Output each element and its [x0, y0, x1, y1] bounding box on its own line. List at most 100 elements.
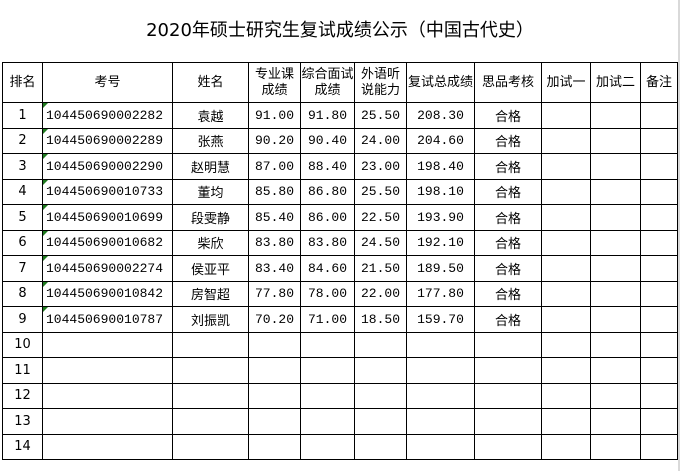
cell-moral[interactable]: 合格 [474, 127, 542, 154]
cell-interview[interactable] [300, 357, 355, 384]
cell-language[interactable]: 22.00 [354, 280, 407, 307]
cell-major[interactable]: 85.40 [248, 204, 301, 231]
cell-rank[interactable]: 11 [2, 357, 43, 384]
cell-rank[interactable]: 2 [2, 127, 43, 154]
cell-major[interactable]: 70.20 [248, 306, 301, 333]
cell-moral[interactable]: 合格 [474, 229, 542, 256]
cell-extra2[interactable] [590, 280, 641, 307]
cell-major[interactable] [248, 331, 301, 358]
cell-name[interactable] [172, 357, 249, 384]
cell-language[interactable]: 25.50 [354, 178, 407, 205]
cell-major[interactable] [248, 357, 301, 384]
cell-interview[interactable] [300, 433, 355, 460]
cell-total[interactable] [406, 357, 475, 384]
cell-major[interactable] [248, 408, 301, 435]
cell-moral[interactable] [474, 408, 542, 435]
cell-language[interactable]: 21.50 [354, 255, 407, 282]
cell-moral[interactable]: 合格 [474, 255, 542, 282]
cell-total[interactable]: 159.70 [406, 306, 475, 333]
cell-extra2[interactable] [590, 306, 641, 333]
cell-major[interactable]: 77.80 [248, 280, 301, 307]
cell-major[interactable] [248, 382, 301, 409]
column-header-total[interactable]: 复试总成绩 [406, 62, 475, 103]
cell-extra2[interactable] [590, 255, 641, 282]
cell-total[interactable]: 189.50 [406, 255, 475, 282]
cell-extra1[interactable] [541, 382, 591, 409]
cell-extra2[interactable] [590, 127, 641, 154]
cell-rank[interactable]: 14 [2, 433, 43, 460]
cell-moral[interactable] [474, 382, 542, 409]
cell-total[interactable] [406, 433, 475, 460]
cell-language[interactable]: 18.50 [354, 306, 407, 333]
column-header-name[interactable]: 姓名 [172, 62, 249, 103]
cell-interview[interactable] [300, 331, 355, 358]
cell-moral[interactable]: 合格 [474, 102, 542, 129]
cell-note[interactable] [640, 280, 678, 307]
cell-interview[interactable]: 71.00 [300, 306, 355, 333]
cell-rank[interactable]: 9 [2, 306, 43, 333]
cell-note[interactable] [640, 127, 678, 154]
cell-extra1[interactable] [541, 255, 591, 282]
cell-interview[interactable] [300, 382, 355, 409]
cell-extra2[interactable] [590, 433, 641, 460]
column-header-extra1[interactable]: 加试一 [541, 62, 591, 103]
column-header-moral[interactable]: 思品考核 [474, 62, 542, 103]
cell-rank[interactable]: 3 [2, 153, 43, 180]
column-header-language[interactable]: 外语听说能力 [354, 62, 407, 103]
cell-note[interactable] [640, 153, 678, 180]
cell-total[interactable]: 177.80 [406, 280, 475, 307]
cell-interview[interactable]: 86.00 [300, 204, 355, 231]
cell-moral[interactable]: 合格 [474, 153, 542, 180]
cell-total[interactable]: 198.10 [406, 178, 475, 205]
cell-language[interactable] [354, 433, 407, 460]
cell-moral[interactable] [474, 433, 542, 460]
cell-language[interactable] [354, 331, 407, 358]
cell-language[interactable]: 24.50 [354, 229, 407, 256]
cell-name[interactable]: 侯亚平 [172, 255, 249, 282]
cell-id[interactable] [42, 357, 173, 384]
cell-rank[interactable]: 4 [2, 178, 43, 205]
cell-id[interactable]: 104450690002282 [42, 102, 173, 129]
cell-note[interactable] [640, 102, 678, 129]
cell-moral[interactable]: 合格 [474, 178, 542, 205]
cell-total[interactable]: 198.40 [406, 153, 475, 180]
cell-note[interactable] [640, 306, 678, 333]
cell-name[interactable]: 董均 [172, 178, 249, 205]
cell-id[interactable]: 104450690002290 [42, 153, 173, 180]
cell-rank[interactable]: 1 [2, 102, 43, 129]
cell-extra1[interactable] [541, 331, 591, 358]
cell-extra2[interactable] [590, 204, 641, 231]
cell-name[interactable]: 刘振凯 [172, 306, 249, 333]
cell-rank[interactable]: 8 [2, 280, 43, 307]
cell-rank[interactable]: 10 [2, 331, 43, 358]
cell-major[interactable]: 91.00 [248, 102, 301, 129]
cell-extra2[interactable] [590, 178, 641, 205]
cell-total[interactable]: 204.60 [406, 127, 475, 154]
cell-interview[interactable]: 88.40 [300, 153, 355, 180]
cell-rank[interactable]: 7 [2, 255, 43, 282]
cell-moral[interactable] [474, 357, 542, 384]
cell-interview[interactable]: 90.40 [300, 127, 355, 154]
cell-rank[interactable]: 13 [2, 408, 43, 435]
cell-major[interactable]: 83.80 [248, 229, 301, 256]
cell-id[interactable] [42, 433, 173, 460]
cell-language[interactable] [354, 357, 407, 384]
cell-note[interactable] [640, 382, 678, 409]
cell-name[interactable] [172, 382, 249, 409]
cell-interview[interactable]: 83.80 [300, 229, 355, 256]
cell-note[interactable] [640, 357, 678, 384]
cell-extra1[interactable] [541, 357, 591, 384]
cell-extra2[interactable] [590, 331, 641, 358]
cell-total[interactable]: 193.90 [406, 204, 475, 231]
cell-note[interactable] [640, 229, 678, 256]
cell-note[interactable] [640, 433, 678, 460]
cell-extra1[interactable] [541, 306, 591, 333]
cell-interview[interactable] [300, 408, 355, 435]
cell-interview[interactable]: 84.60 [300, 255, 355, 282]
cell-major[interactable] [248, 433, 301, 460]
cell-extra2[interactable] [590, 357, 641, 384]
cell-name[interactable] [172, 433, 249, 460]
cell-total[interactable]: 192.10 [406, 229, 475, 256]
cell-id[interactable]: 104450690002274 [42, 255, 173, 282]
cell-extra1[interactable] [541, 178, 591, 205]
